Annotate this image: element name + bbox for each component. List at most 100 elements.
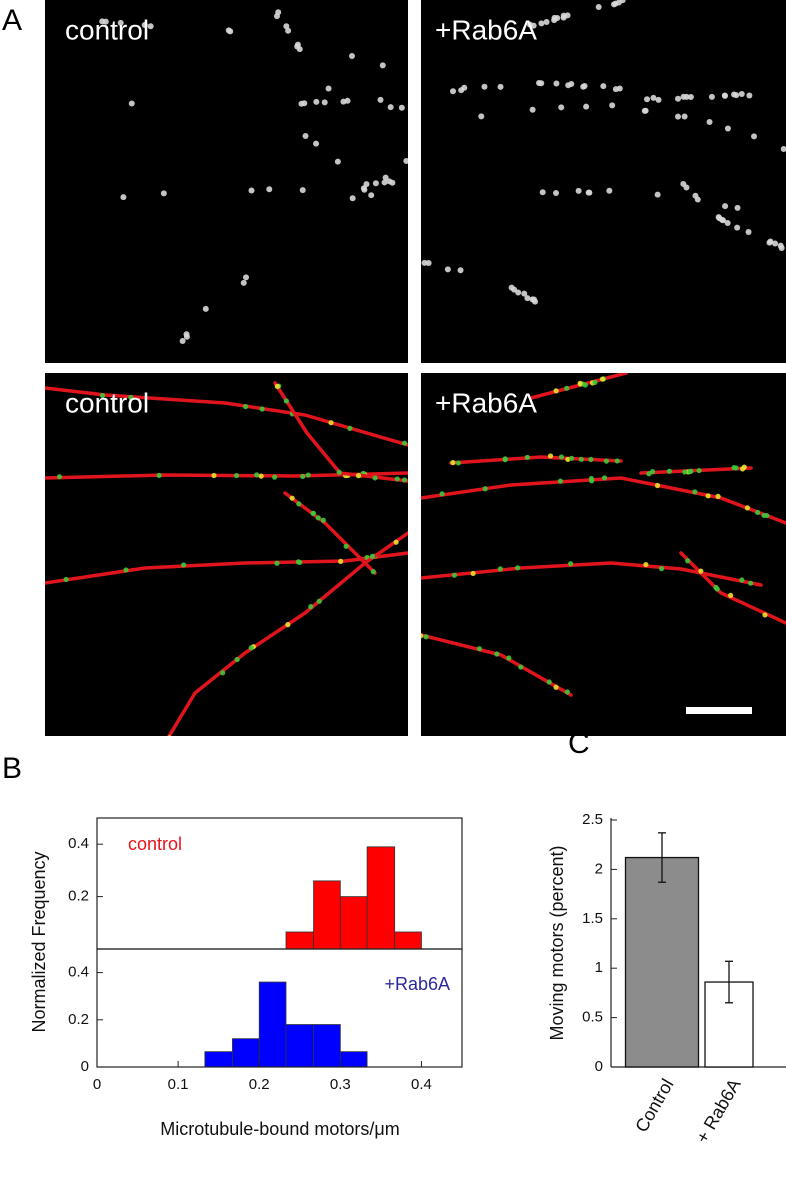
motor-spot — [387, 104, 394, 111]
motor-spot — [529, 106, 536, 113]
motor-spot — [688, 468, 694, 474]
panel-letter: B — [2, 752, 22, 785]
motor-spot — [565, 82, 572, 89]
motor-spot — [450, 460, 456, 466]
motor-spot — [643, 561, 649, 568]
motor-spot — [334, 158, 341, 165]
motor-spot — [450, 88, 457, 95]
motor-spot — [601, 475, 608, 481]
motor-spot — [615, 0, 622, 6]
motor-spot — [254, 472, 260, 478]
microtubule — [421, 476, 786, 525]
motor-spot — [295, 559, 302, 565]
motor-spot — [355, 473, 362, 479]
motor-spot — [553, 388, 559, 394]
motor-spot — [233, 472, 240, 479]
x-tick-label: + Rab6A — [692, 1075, 745, 1146]
motor-spot — [603, 458, 610, 464]
motor-spot — [744, 505, 751, 511]
motor-spot — [502, 456, 508, 462]
micrograph — [421, 373, 786, 736]
x-tick-label: 0.4 — [411, 1076, 432, 1093]
motor-spot — [368, 192, 375, 199]
motor-spot — [325, 85, 332, 92]
motor-spot — [564, 385, 570, 391]
motor-spot — [202, 305, 209, 312]
motor-spot — [612, 86, 619, 93]
motor-spot — [508, 284, 515, 291]
y-tick-label: 0.4 — [68, 835, 89, 852]
motor-spot — [478, 113, 485, 120]
histogram-bar — [285, 1024, 314, 1068]
motor-spot — [674, 113, 681, 120]
motor-spot — [321, 99, 328, 106]
motor-spot — [706, 119, 713, 126]
motor-spot — [348, 52, 355, 59]
micrograph-label: control — [65, 387, 149, 418]
microtubule — [45, 386, 408, 447]
y-tick-label: 0.5 — [582, 1009, 603, 1026]
motor-spot — [179, 337, 186, 344]
series-label: control — [128, 834, 182, 854]
motor-spot — [316, 598, 322, 604]
motor-spot — [117, 19, 124, 26]
motor-spot — [644, 96, 651, 103]
motor-spot — [506, 655, 512, 661]
histogram-bar — [313, 880, 341, 950]
motor-spot — [394, 476, 400, 482]
motor-spot — [258, 473, 264, 479]
motor-spot — [305, 472, 311, 478]
x-tick-label: 0 — [93, 1076, 101, 1093]
motor-spot — [521, 290, 528, 297]
motor-spot — [344, 97, 351, 104]
motor-spot — [99, 392, 106, 399]
x-tick-label: 0.2 — [249, 1076, 270, 1093]
motor-spot — [734, 204, 741, 211]
motor-spot — [423, 634, 429, 640]
motor-spot — [451, 572, 458, 578]
histogram-bar — [366, 846, 396, 950]
motor-spot — [296, 501, 302, 507]
motor-spot — [63, 576, 69, 583]
microtubule — [449, 455, 623, 465]
motor-spot — [780, 145, 786, 152]
motor-spot — [558, 104, 565, 111]
motor-spot — [283, 398, 289, 404]
panel-letter: A — [2, 4, 22, 37]
motor-spot — [724, 125, 731, 132]
motor-spot — [692, 192, 699, 199]
motor-spot — [120, 194, 127, 201]
motor-spot — [585, 189, 592, 196]
motor-spot — [421, 633, 424, 639]
motor-spot — [666, 468, 672, 474]
motor-spot — [320, 517, 326, 523]
motor-spot — [721, 92, 728, 99]
motor-spot — [595, 4, 602, 11]
motor-spot — [588, 456, 594, 462]
motor-spot — [762, 612, 768, 618]
motor-spot — [655, 96, 662, 103]
micrograph — [421, 0, 786, 363]
motor-spot — [227, 28, 234, 35]
motor-spot — [347, 425, 353, 432]
motor-spot — [285, 27, 292, 34]
motor-spot — [160, 190, 167, 197]
motor-spot — [734, 224, 741, 231]
motor-spot — [708, 93, 715, 100]
motor-spot — [722, 203, 729, 210]
y-axis-label: Moving motors (percent) — [547, 845, 567, 1040]
x-tick-label: 0.3 — [330, 1076, 351, 1093]
motor-spot — [524, 295, 531, 302]
motor-spot — [301, 100, 308, 107]
micrograph-content — [45, 0, 786, 736]
motor-spot — [650, 94, 657, 101]
motor-spot — [558, 454, 565, 460]
motor-spot — [343, 543, 349, 549]
motor-spot — [581, 82, 588, 89]
motor-spot — [568, 561, 574, 567]
motor-spot — [497, 566, 503, 572]
histogram-bar — [285, 931, 314, 950]
y-tick-label: 0.4 — [68, 964, 89, 981]
y-tick-label: 0 — [595, 1058, 603, 1075]
motor-spot — [370, 569, 376, 575]
